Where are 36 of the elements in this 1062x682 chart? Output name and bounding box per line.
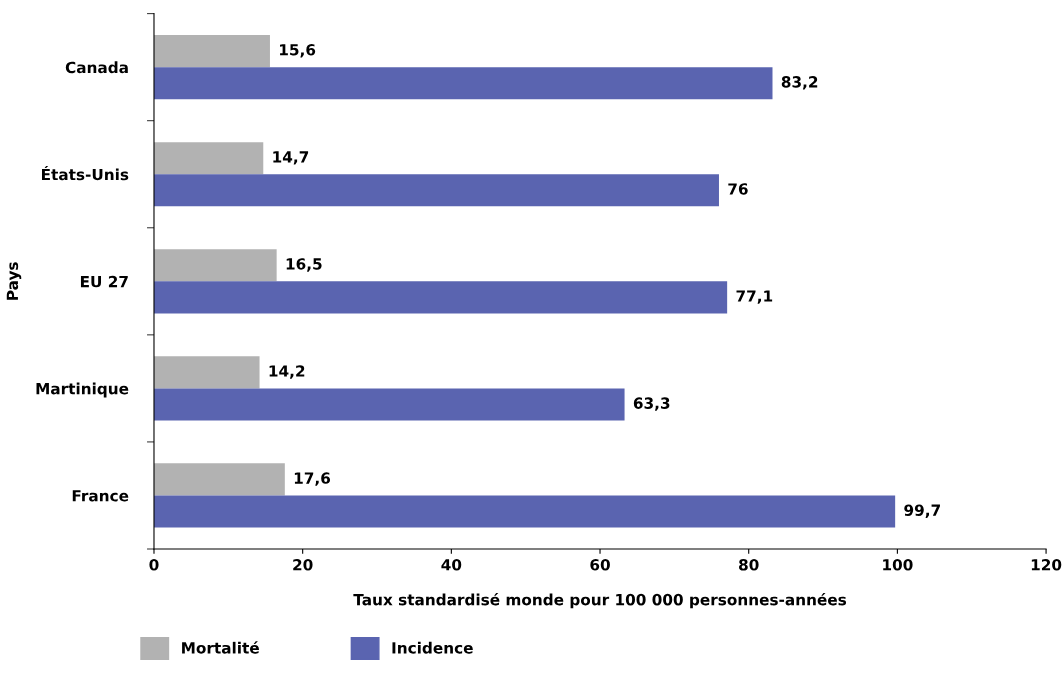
x-tick-label: 80 — [739, 559, 759, 571]
data-label: 14,2 — [269, 365, 305, 379]
legend-label: Mortalité — [182, 641, 259, 654]
data-label: 76 — [728, 183, 748, 195]
x-tick-label: 0 — [149, 559, 159, 571]
data-label: 15,6 — [280, 44, 316, 58]
y-tick-label: Martinique — [36, 382, 129, 398]
bar — [153, 142, 264, 175]
x-tick-label: 100 — [883, 559, 913, 571]
bar — [153, 281, 728, 314]
data-label: 17,6 — [294, 472, 331, 486]
bar — [153, 495, 896, 528]
bar — [153, 388, 625, 421]
bar — [153, 356, 260, 389]
data-label: 83,2 — [781, 76, 818, 90]
x-tick-label: 120 — [1031, 559, 1062, 571]
bar — [153, 174, 719, 207]
y-tick-label: France — [72, 490, 129, 502]
x-tick-label: 40 — [441, 559, 462, 571]
data-label: 16,5 — [286, 258, 322, 272]
legend-label: Incidence — [392, 641, 473, 654]
y-tick-label: EU 27 — [80, 275, 128, 288]
x-tick-label: 60 — [590, 559, 610, 571]
bar — [153, 35, 270, 68]
x-axis-title: Taux standardisé monde pour 100 000 personnes-années — [353, 592, 847, 609]
bar — [153, 463, 285, 496]
y-axis-title: Pays — [6, 262, 22, 300]
bar — [153, 249, 277, 282]
data-label: 99,7 — [904, 504, 940, 518]
data-label: 63,3 — [633, 397, 670, 411]
data-label: 77,1 — [736, 290, 773, 304]
data-label: 14,7 — [273, 151, 309, 165]
x-tick-label: 20 — [293, 559, 313, 571]
y-tick-label: États-Unis — [42, 165, 129, 181]
bar — [153, 67, 773, 100]
y-tick-label: Canada — [65, 61, 128, 74]
